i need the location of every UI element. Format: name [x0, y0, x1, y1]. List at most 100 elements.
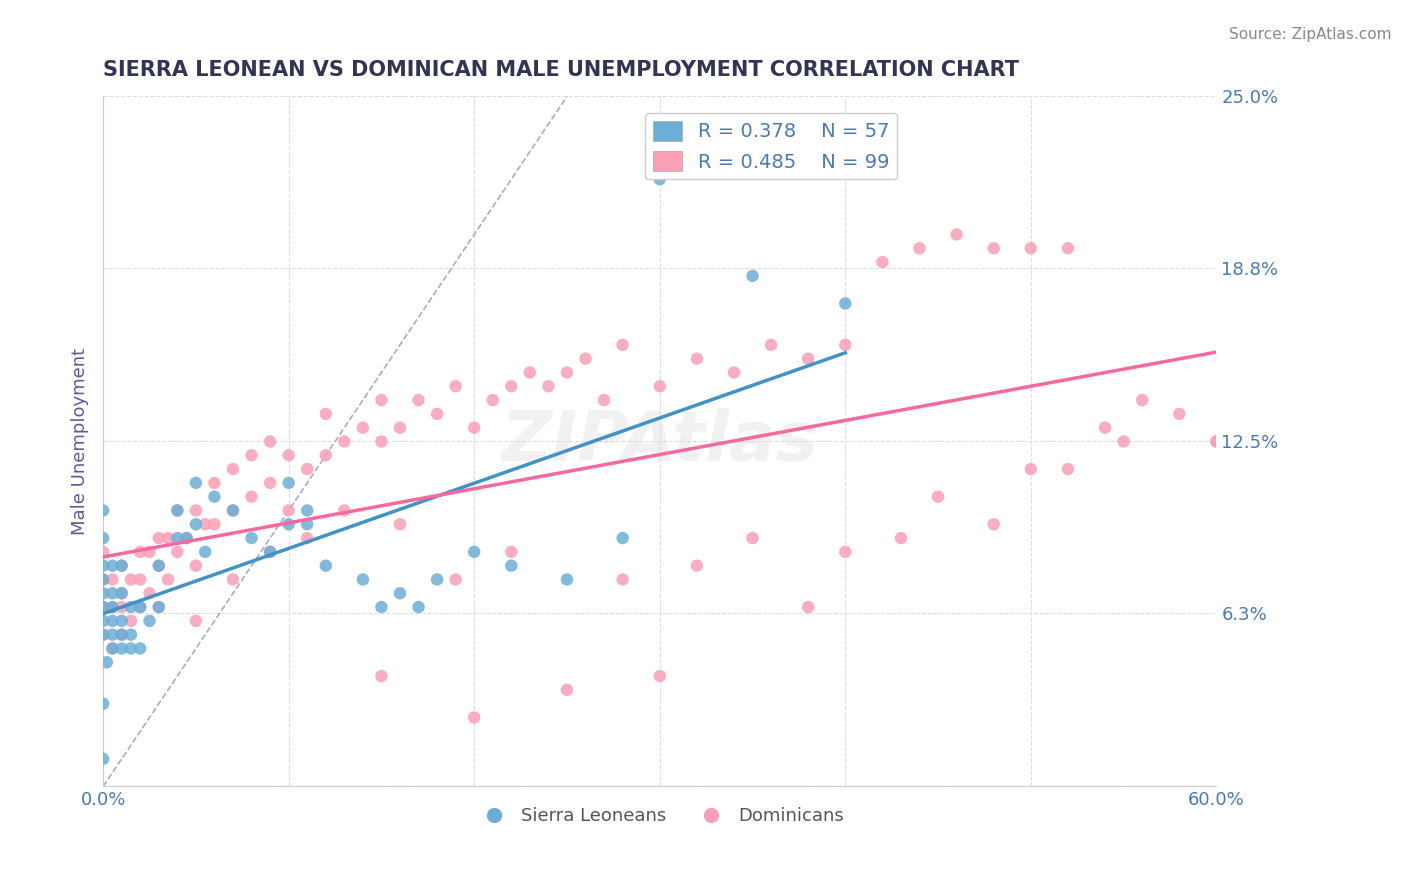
Point: [129, 545, 152, 559]
Point: [240, 490, 263, 504]
Point: [138, 545, 160, 559]
Point: [444, 379, 467, 393]
Point: [333, 503, 356, 517]
Point: [204, 490, 226, 504]
Point: [277, 475, 299, 490]
Legend: Sierra Leoneans, Dominicans: Sierra Leoneans, Dominicans: [468, 800, 851, 832]
Point: [222, 503, 245, 517]
Point: [501, 558, 523, 573]
Point: [148, 531, 170, 545]
Point: [259, 475, 281, 490]
Point: [1205, 434, 1227, 449]
Point: [138, 614, 160, 628]
Point: [426, 407, 449, 421]
Point: [120, 614, 142, 628]
Point: [648, 172, 671, 186]
Point: [1057, 241, 1080, 255]
Point: [166, 503, 188, 517]
Point: [593, 392, 616, 407]
Point: [91, 628, 114, 642]
Point: [612, 531, 634, 545]
Point: [741, 268, 763, 283]
Point: [1205, 434, 1227, 449]
Point: [519, 366, 541, 380]
Point: [96, 655, 118, 669]
Point: [297, 531, 319, 545]
Point: [184, 614, 207, 628]
Point: [277, 503, 299, 517]
Point: [166, 503, 188, 517]
Point: [555, 366, 578, 380]
Text: ZIPAtlas: ZIPAtlas: [502, 408, 818, 475]
Point: [370, 669, 392, 683]
Point: [1130, 392, 1153, 407]
Point: [101, 586, 124, 600]
Point: [91, 614, 114, 628]
Point: [222, 573, 245, 587]
Point: [111, 628, 134, 642]
Point: [120, 573, 142, 587]
Point: [148, 558, 170, 573]
Point: [101, 614, 124, 628]
Point: [945, 227, 967, 242]
Point: [315, 448, 337, 462]
Point: [834, 296, 856, 310]
Point: [101, 558, 124, 573]
Point: [797, 600, 820, 615]
Point: [120, 628, 142, 642]
Point: [834, 545, 856, 559]
Point: [370, 434, 392, 449]
Point: [194, 517, 217, 532]
Point: [222, 462, 245, 476]
Point: [797, 351, 820, 366]
Point: [408, 392, 430, 407]
Point: [723, 366, 745, 380]
Point: [111, 614, 134, 628]
Point: [574, 351, 596, 366]
Point: [501, 545, 523, 559]
Point: [648, 379, 671, 393]
Point: [184, 503, 207, 517]
Point: [444, 573, 467, 587]
Point: [222, 503, 245, 517]
Point: [91, 697, 114, 711]
Point: [1168, 407, 1191, 421]
Point: [101, 600, 124, 615]
Point: [166, 545, 188, 559]
Point: [555, 682, 578, 697]
Point: [908, 241, 931, 255]
Point: [463, 545, 485, 559]
Point: [111, 641, 134, 656]
Point: [111, 628, 134, 642]
Point: [1094, 420, 1116, 434]
Point: [91, 752, 114, 766]
Point: [111, 558, 134, 573]
Point: [612, 338, 634, 352]
Point: [370, 392, 392, 407]
Point: [927, 490, 949, 504]
Point: [184, 475, 207, 490]
Point: [184, 558, 207, 573]
Point: [91, 573, 114, 587]
Point: [91, 628, 114, 642]
Point: [91, 545, 114, 559]
Point: [388, 420, 411, 434]
Point: [1057, 462, 1080, 476]
Point: [91, 586, 114, 600]
Point: [872, 255, 894, 269]
Point: [555, 573, 578, 587]
Point: [184, 517, 207, 532]
Point: [166, 531, 188, 545]
Point: [176, 531, 198, 545]
Point: [157, 573, 180, 587]
Point: [259, 545, 281, 559]
Point: [91, 573, 114, 587]
Point: [686, 351, 709, 366]
Point: [129, 600, 152, 615]
Point: [91, 558, 114, 573]
Point: [91, 600, 114, 615]
Point: [101, 641, 124, 656]
Point: [129, 600, 152, 615]
Point: [138, 586, 160, 600]
Point: [240, 531, 263, 545]
